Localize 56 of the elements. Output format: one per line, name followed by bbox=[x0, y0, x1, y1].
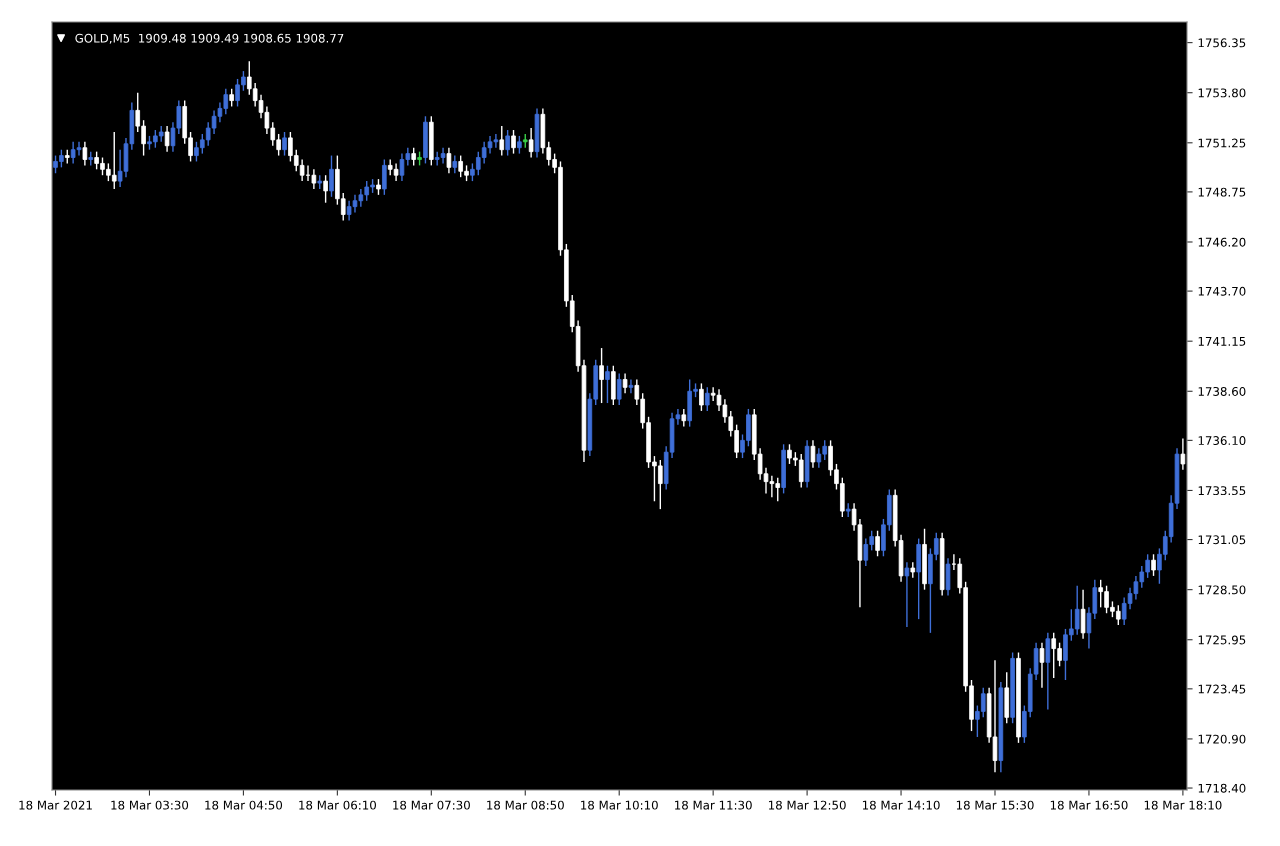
candlestick bbox=[628, 378, 634, 394]
y-tick-label: 1743.70 bbox=[1198, 286, 1246, 296]
candlestick bbox=[499, 125, 505, 157]
candlestick bbox=[875, 530, 880, 557]
candlestick bbox=[1180, 437, 1186, 471]
candlestick bbox=[1045, 632, 1051, 711]
candlestick bbox=[323, 174, 328, 204]
candlestick bbox=[505, 129, 510, 157]
candlestick bbox=[699, 382, 704, 412]
x-tick-label: 18 Mar 07:30 bbox=[393, 800, 470, 810]
candlestick bbox=[1039, 641, 1045, 689]
y-tick-label: 1723.45 bbox=[1198, 684, 1246, 694]
candlestick bbox=[704, 386, 710, 412]
x-tick-label: 18 Mar 16:50 bbox=[1050, 800, 1128, 810]
x-tick-label: 18 Mar 08:50 bbox=[487, 800, 564, 810]
x-tick-label: 18 Mar 15:30 bbox=[956, 800, 1034, 810]
y-tick-label: 1756.35 bbox=[1198, 38, 1246, 48]
text: GOLD,M5 1909.48 1909.49 1908.65 1908.77 bbox=[75, 33, 344, 44]
y-tick-label: 1738.60 bbox=[1198, 386, 1246, 396]
candlestick bbox=[599, 347, 604, 404]
candlestick bbox=[446, 147, 452, 174]
x-tick-label: 18 Mar 04:50 bbox=[205, 800, 283, 810]
y-tick-label: 1725.95 bbox=[1198, 635, 1246, 645]
candlestick bbox=[528, 127, 534, 159]
x-tick-label: 18 Mar 2021 bbox=[19, 800, 92, 810]
candlestick bbox=[1151, 553, 1156, 577]
candlestick bbox=[616, 372, 622, 406]
candlestick bbox=[282, 131, 287, 157]
x-tick-label: 18 Mar 11:30 bbox=[675, 800, 752, 810]
y-tick-label: 1720.90 bbox=[1198, 734, 1246, 744]
x-tick-label: 18 Mar 18:10 bbox=[1144, 800, 1222, 810]
y-tick-label: 1753.80 bbox=[1198, 88, 1246, 98]
candlestick bbox=[1080, 588, 1086, 640]
candlestick bbox=[511, 129, 516, 155]
x-tick-label: 18 Mar 14:10 bbox=[862, 800, 940, 810]
y-tick-label: 1731.05 bbox=[1198, 535, 1246, 545]
candlestick bbox=[382, 158, 387, 196]
candlestick bbox=[904, 561, 910, 628]
candlestick bbox=[82, 141, 88, 167]
y-tick-label: 1741.15 bbox=[1198, 337, 1246, 346]
y-tick-label: 1718.40 bbox=[1198, 783, 1246, 793]
y-tick-label: 1751.25 bbox=[1198, 138, 1246, 148]
y-tick-label: 1746.20 bbox=[1198, 237, 1246, 247]
y-tick-label: 1728.50 bbox=[1198, 585, 1246, 595]
x-tick-label: 18 Mar 03:30 bbox=[111, 800, 189, 810]
candlestick bbox=[164, 125, 170, 153]
y-tick-label: 1748.75 bbox=[1198, 187, 1246, 197]
candlestick bbox=[605, 365, 610, 404]
candlestick bbox=[622, 372, 628, 394]
x-tick-label: 18 Mar 10:10 bbox=[581, 800, 658, 810]
candlestick bbox=[329, 154, 334, 198]
y-tick-label: 1736.10 bbox=[1198, 436, 1246, 446]
x-tick-label: 18 Mar 06:10 bbox=[299, 800, 376, 810]
x-tick-label: 18 Mar 12:50 bbox=[768, 800, 846, 810]
candlestick bbox=[810, 439, 816, 469]
y-tick-label: 1733.55 bbox=[1198, 486, 1246, 496]
